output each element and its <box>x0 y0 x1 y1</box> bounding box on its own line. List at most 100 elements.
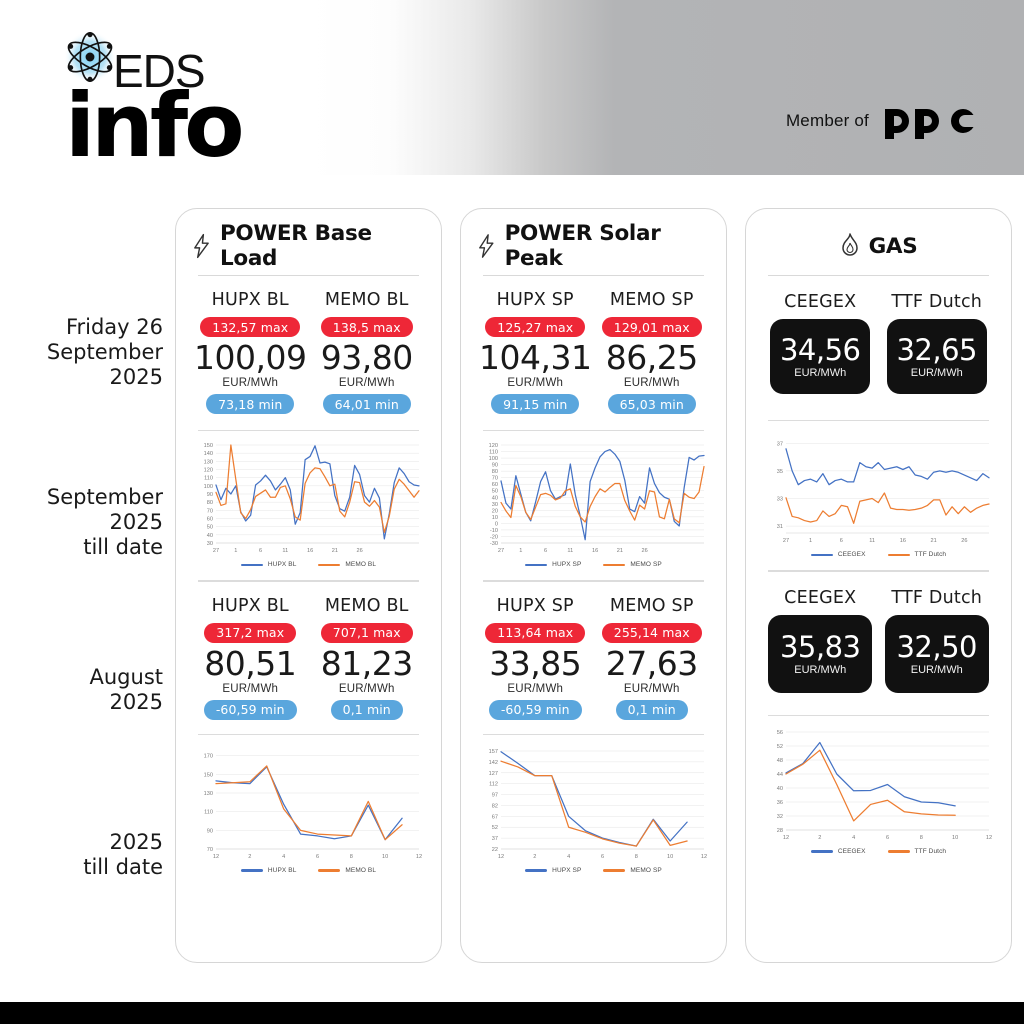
svg-text:21: 21 <box>931 538 937 544</box>
primary-value: 100,09 <box>194 338 307 378</box>
value-unit: EUR/MWh <box>222 377 279 390</box>
legend-label: HUPX SP <box>552 561 582 569</box>
svg-text:2: 2 <box>818 835 821 841</box>
legend-item[interactable]: HUPX BL <box>240 866 297 874</box>
page-header: EDS info Member of <box>0 0 1024 177</box>
divider <box>483 275 704 277</box>
svg-text:110: 110 <box>204 809 213 815</box>
divider <box>483 733 704 735</box>
svg-text:37: 37 <box>777 442 783 448</box>
legend-item[interactable]: CEEGEX <box>810 848 866 855</box>
svg-text:110: 110 <box>489 450 498 456</box>
row-label-line: 2025 <box>109 690 163 714</box>
svg-text:21: 21 <box>617 548 623 554</box>
row-label-column: Friday 26 September 2025 September 2025 till… <box>0 175 175 965</box>
ppc-logo-icon <box>885 108 974 139</box>
legend-swatch <box>240 868 263 872</box>
svg-text:30: 30 <box>492 502 498 508</box>
svg-text:56: 56 <box>777 730 783 736</box>
series-label: TTF Dutch <box>891 587 983 608</box>
divider <box>483 580 704 582</box>
svg-text:36: 36 <box>777 800 783 806</box>
svg-text:6: 6 <box>886 835 889 841</box>
svg-text:120: 120 <box>204 468 213 474</box>
value-unit: EUR/MWh <box>623 377 680 390</box>
legend-item[interactable]: MEMO SP <box>603 867 662 874</box>
legend-item[interactable]: HUPX SP <box>525 561 581 568</box>
row-label-line: till date <box>83 535 163 559</box>
legend-label: MEMO BL <box>345 866 377 874</box>
value-unit: EUR/MWh <box>910 366 963 379</box>
value-unit: EUR/MWh <box>222 682 279 695</box>
min-badge: -60,59 min <box>203 699 297 720</box>
value-column: TTF Dutch 32,50 EUR/MWh <box>879 588 996 693</box>
value-unit: EUR/MWh <box>623 682 680 695</box>
svg-text:70: 70 <box>492 476 498 482</box>
svg-text:60: 60 <box>492 483 498 489</box>
legend-item[interactable]: TTF Dutch <box>887 848 947 855</box>
daily-values: HUPX BL 132,57 max 100,09 EUR/MWh 73,18 … <box>192 276 425 415</box>
legend-item[interactable]: CEEGEX <box>810 551 866 558</box>
chart-sp-september[interactable]: -30 -20 -10 0 10 20 30 40 50 60 70 80 90 100 110 120 27 1… <box>477 439 710 568</box>
legend-swatch <box>525 563 548 567</box>
row-label-line: 2025 <box>109 365 163 389</box>
svg-text:0: 0 <box>495 522 498 528</box>
min-badge: 0,1 min <box>330 699 403 720</box>
svg-text:6: 6 <box>316 854 319 860</box>
divider <box>768 714 989 716</box>
svg-text:130: 130 <box>204 791 213 797</box>
legend-item[interactable]: MEMO SP <box>603 561 662 569</box>
chart-gas-september[interactable]: 31 33 35 37 27 1 6 11 16 21 26 CEEGEX TTF Dutch <box>762 429 995 558</box>
svg-text:2: 2 <box>248 854 251 860</box>
svg-text:70: 70 <box>207 509 213 515</box>
svg-text:90: 90 <box>492 463 498 469</box>
legend-swatch <box>603 868 626 872</box>
series-label: HUPX BL <box>211 290 289 311</box>
chart-bl-year[interactable]: 70 90 110 130 150 170 12 2 4 6 8 10 12 HUPX BL MEMO BL <box>192 745 425 874</box>
svg-text:52: 52 <box>777 744 783 750</box>
legend-item[interactable]: HUPX BL <box>240 561 297 568</box>
divider <box>483 430 704 432</box>
card-gas[interactable]: GAS CEEGEX 34,56 EUR/MWh TTF Dutch 32,65… <box>745 208 1012 963</box>
value-column: MEMO SP 255,14 max 27,63 EUR/MWh 0,1 min <box>594 596 711 720</box>
max-badge: 129,01 max <box>601 317 702 338</box>
primary-value: 32,65 <box>896 332 978 367</box>
min-badge: 0,1 min <box>615 699 688 720</box>
value-unit: EUR/MWh <box>794 663 847 676</box>
legend-item[interactable]: MEMO BL <box>318 561 376 568</box>
primary-value: 104,31 <box>479 338 592 378</box>
legend-label: MEMO BL <box>345 561 377 569</box>
chart-gas-year[interactable]: 28 32 36 40 44 48 52 56 12 2 4 6 8 10 12 CEEGEX TTF Dutc… <box>762 726 995 855</box>
chart-bl-september[interactable]: 30 40 50 60 70 80 90 100 110 120 130 140 150 27 1 6 11 16… <box>192 439 425 568</box>
svg-text:6: 6 <box>601 854 604 860</box>
card-power-solar-peak[interactable]: POWER Solar Peak HUPX SP 125,27 max 104,… <box>460 208 727 963</box>
chart-plot: 28 32 36 40 44 48 52 56 12 2 4 6 8 10 12 <box>777 730 992 841</box>
svg-text:120: 120 <box>489 443 498 449</box>
svg-text:37: 37 <box>492 836 498 842</box>
chart-plot: 22 37 52 67 82 97 112 127 142 157 12 2 4 6 8 10 12 <box>489 749 707 860</box>
svg-text:80: 80 <box>492 470 498 476</box>
row-label-september: September 2025 till date <box>3 485 163 560</box>
legend-item[interactable]: TTF Dutch <box>887 551 947 558</box>
primary-value: 27,63 <box>605 643 698 683</box>
svg-text:4: 4 <box>852 835 855 841</box>
chart-sp-year[interactable]: 22 37 52 67 82 97 112 127 142 157 12 2 4 6 8 10 12 HUPX S… <box>477 745 710 874</box>
legend-label: HUPX BL <box>267 866 297 874</box>
svg-text:130: 130 <box>204 460 213 466</box>
min-badge: 73,18 min <box>206 394 295 415</box>
value-column: HUPX BL 132,57 max 100,09 EUR/MWh 73,18 … <box>192 290 309 415</box>
legend-item[interactable]: MEMO BL <box>318 867 376 874</box>
legend-item[interactable]: HUPX SP <box>525 867 581 874</box>
svg-text:90: 90 <box>207 492 213 498</box>
value-unit: EUR/MWh <box>507 682 564 695</box>
legend-swatch <box>240 563 263 567</box>
card-power-base-load[interactable]: POWER Base Load HUPX BL 132,57 max 100,0… <box>175 208 442 963</box>
member-of-block: Member of <box>786 103 981 139</box>
row-label-line: 2025 <box>109 510 163 534</box>
legend-label: MEMO SP <box>630 561 662 569</box>
gas-value-tile: 32,65 EUR/MWh <box>886 319 987 395</box>
value-column: HUPX SP 113,64 max 33,85 EUR/MWh -60,59 … <box>477 596 594 720</box>
daily-values: CEEGEX 34,56 EUR/MWh TTF Dutch 32,65 EUR… <box>762 276 995 395</box>
